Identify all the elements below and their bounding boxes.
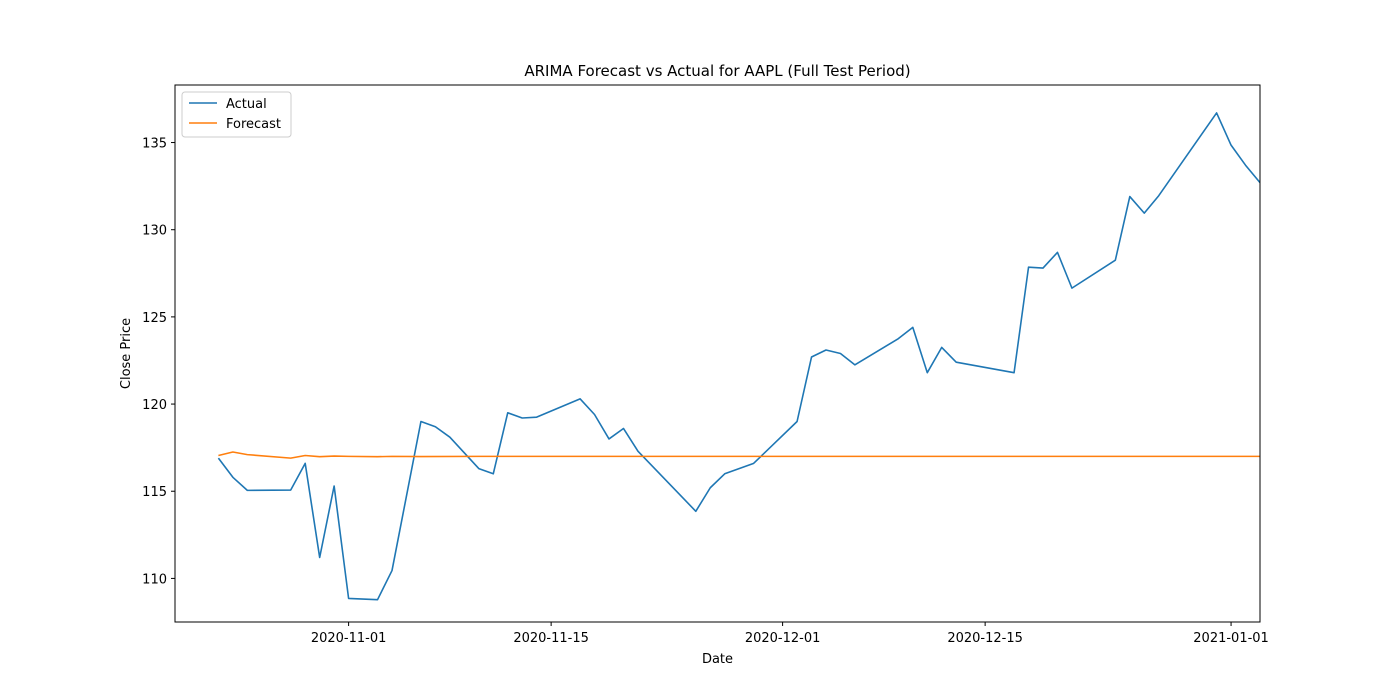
y-tick-label: 130 [142,224,167,239]
y-tick-label: 115 [142,485,167,500]
y-tick-label: 135 [142,137,167,152]
y-tick-label: 120 [142,398,167,413]
chart-title: ARIMA Forecast vs Actual for AAPL (Full … [524,62,910,80]
series-line-actual [217,112,1260,601]
y-axis-label: Close Price [119,318,134,389]
y-tick-label: 110 [142,572,167,587]
legend-label-actual: Actual [226,97,267,112]
x-tick-label: 2021-01-01 [1193,631,1269,646]
x-tick-label: 2020-11-01 [311,631,387,646]
plot-area: 2020-11-01 2020-11-15 2020-12-01 2020-12-15… [142,84,1269,646]
x-tick-label: 2020-11-15 [513,631,589,646]
legend-label-forecast: Forecast [226,117,281,132]
x-axis-label: Date [702,652,733,667]
x-tick-label: 2020-12-15 [947,631,1023,646]
series-line-forecast [218,451,1260,459]
legend: Actual Forecast [181,91,292,138]
y-tick-label: 125 [142,311,167,326]
x-tick-label: 2020-12-01 [745,631,821,646]
axes-frame [174,84,1261,623]
